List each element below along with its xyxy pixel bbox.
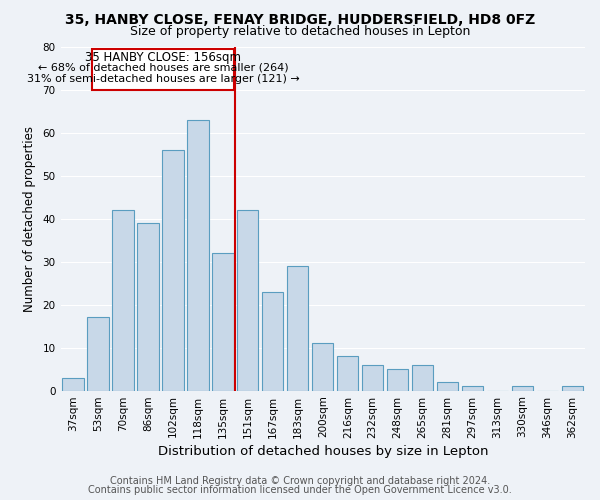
Text: Contains HM Land Registry data © Crown copyright and database right 2024.: Contains HM Land Registry data © Crown c… (110, 476, 490, 486)
Bar (462, 386, 483, 390)
Bar (312, 344, 334, 390)
Text: Size of property relative to detached houses in Lepton: Size of property relative to detached ho… (130, 25, 470, 38)
Bar (287, 266, 308, 390)
Bar (237, 210, 259, 390)
Bar (62, 378, 83, 390)
Bar (137, 223, 158, 390)
FancyBboxPatch shape (92, 48, 234, 90)
X-axis label: Distribution of detached houses by size in Lepton: Distribution of detached houses by size … (158, 444, 488, 458)
Text: Contains public sector information licensed under the Open Government Licence v3: Contains public sector information licen… (88, 485, 512, 495)
Bar (437, 382, 458, 390)
Bar (562, 386, 583, 390)
Bar (387, 369, 409, 390)
Bar (88, 318, 109, 390)
Text: 35, HANBY CLOSE, FENAY BRIDGE, HUDDERSFIELD, HD8 0FZ: 35, HANBY CLOSE, FENAY BRIDGE, HUDDERSFI… (65, 12, 535, 26)
Text: 31% of semi-detached houses are larger (121) →: 31% of semi-detached houses are larger (… (26, 74, 299, 84)
Y-axis label: Number of detached properties: Number of detached properties (23, 126, 35, 312)
Bar (362, 365, 383, 390)
Bar (163, 150, 184, 390)
Bar (337, 356, 358, 390)
Text: 35 HANBY CLOSE: 156sqm: 35 HANBY CLOSE: 156sqm (85, 51, 241, 64)
Bar (112, 210, 134, 390)
Bar (412, 365, 433, 390)
Bar (212, 253, 233, 390)
Bar (187, 120, 209, 390)
Bar (262, 292, 283, 390)
Text: ← 68% of detached houses are smaller (264): ← 68% of detached houses are smaller (26… (38, 62, 288, 72)
Bar (512, 386, 533, 390)
